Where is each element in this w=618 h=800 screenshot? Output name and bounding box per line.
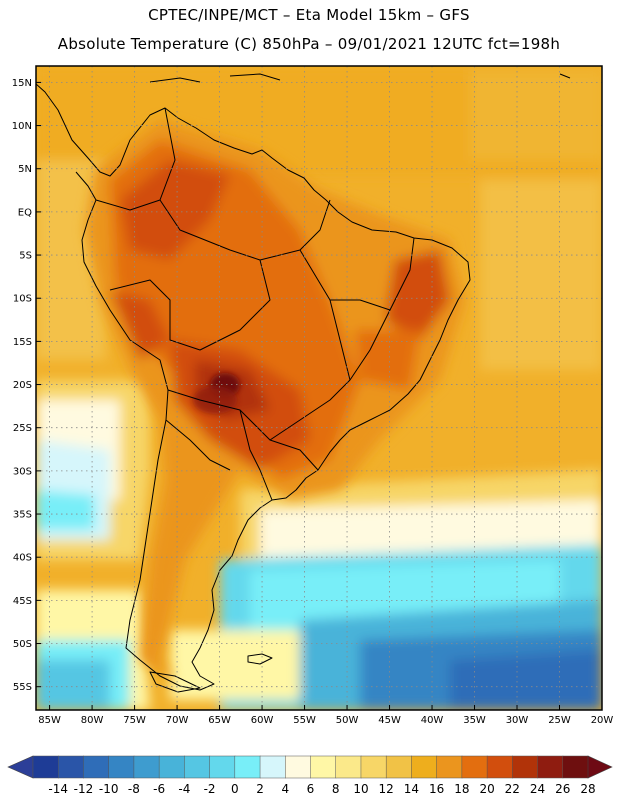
colorbar-swatch	[486, 755, 513, 779]
colorbar-tick-label: 6	[307, 782, 315, 796]
lat-label: EQ	[18, 207, 32, 218]
colorbar-tick-label: 20	[479, 782, 494, 796]
colorbar-swatch	[436, 755, 463, 779]
lon-label: 50W	[336, 715, 359, 726]
lon-label: 65W	[208, 715, 231, 726]
colorbar-tick-label: 8	[332, 782, 340, 796]
lat-label: 5S	[19, 251, 32, 262]
lat-label: 50S	[13, 639, 32, 650]
lat-label: 15N	[12, 78, 32, 89]
colorbar-tick-label: 16	[429, 782, 444, 796]
lat-label: 10N	[12, 121, 32, 132]
map-subtitle: Absolute Temperature (C) 850hPa – 09/01/…	[57, 35, 561, 53]
lon-label: 30W	[506, 715, 529, 726]
colorbar-tick-label: -10	[99, 782, 119, 796]
lat-label: 5N	[18, 164, 32, 175]
lon-label: 70W	[166, 715, 189, 726]
map-frame	[35, 65, 603, 711]
colorbar-swatch	[184, 755, 211, 779]
lat-label: 20S	[13, 380, 32, 391]
lon-label: 85W	[38, 715, 61, 726]
longitude-labels: 85W 80W 75W 70W 65W 60W 55W 50W 45W 40W 35W 30W 25W 2…	[38, 705, 613, 726]
colorbar-tick-label: -14	[48, 782, 68, 796]
colorbar-swatch	[234, 755, 261, 779]
lon-label: 55W	[293, 715, 316, 726]
lon-label: 25W	[548, 715, 571, 726]
colorbar-swatch	[108, 755, 135, 779]
colorbar-tick-label: 24	[530, 782, 545, 796]
lon-label: 60W	[251, 715, 274, 726]
colorbar-tick-label: 4	[281, 782, 289, 796]
colorbar-swatch	[32, 755, 59, 779]
colorbar-swatch	[335, 755, 362, 779]
lon-label: 45W	[378, 715, 401, 726]
colorbar-swatch	[57, 755, 85, 779]
colorbar-tick-label: 22	[505, 782, 520, 796]
colorbar-tick-label: -8	[128, 782, 140, 796]
lon-label: 75W	[123, 715, 146, 726]
colorbar-swatch	[209, 755, 236, 779]
colorbar-swatch	[259, 755, 286, 779]
colorbar-tick-label: 12	[379, 782, 394, 796]
colorbar-tick-label: -2	[204, 782, 216, 796]
colorbar-tick-label: 26	[555, 782, 570, 796]
colorbar-swatch	[310, 755, 337, 779]
colorbar-swatch	[385, 755, 412, 779]
colorbar-swatch	[512, 755, 539, 779]
lon-label: 35W	[463, 715, 486, 726]
colorbar-swatch	[83, 755, 110, 779]
lat-label: 40S	[13, 553, 32, 564]
colorbar-tick-label: 10	[353, 782, 368, 796]
lon-label: 40W	[421, 715, 444, 726]
map-title: CPTEC/INPE/MCT – Eta Model 15km – GFS	[148, 6, 470, 24]
colorbar-tick-label: -12	[74, 782, 94, 796]
colorbar-tick-label: -4	[178, 782, 190, 796]
lat-label: 25S	[13, 423, 32, 434]
colorbar-swatch	[562, 755, 589, 779]
lat-label: 45S	[13, 596, 32, 607]
lat-label: 30S	[13, 466, 32, 477]
colorbar-swatch	[285, 755, 312, 779]
lon-label: 80W	[81, 715, 104, 726]
lat-label: 35S	[13, 510, 32, 521]
continent-outline	[36, 73, 571, 693]
colorbar: -14 -12 -10 -8 -6 -4 -2 0 2 4 6 8 10 12 14 16 18 20 22 24 26…	[7, 755, 613, 796]
lon-label: 20W	[591, 715, 614, 726]
lat-label: 15S	[13, 337, 32, 348]
colorbar-tick-label: 28	[580, 782, 595, 796]
colorbar-under-arrow	[7, 755, 34, 779]
lat-label: 10S	[13, 294, 32, 305]
latitude-labels: 15N 10N 5N EQ 5S 10S 15S 20S 25S 30S 35S 40S 45S 50S 5…	[12, 78, 41, 693]
colorbar-over-arrow	[587, 755, 613, 779]
colorbar-tick-label: 2	[256, 782, 264, 796]
colorbar-tick-label: 18	[454, 782, 469, 796]
colorbar-tick-label: 14	[404, 782, 419, 796]
colorbar-swatch	[133, 755, 160, 779]
colorbar-swatch	[537, 755, 564, 779]
colorbar-swatch	[411, 755, 438, 779]
colorbar-tick-label: 0	[231, 782, 239, 796]
colorbar-swatch	[158, 755, 185, 779]
temperature-field	[36, 66, 602, 710]
lat-label: 55S	[13, 682, 32, 693]
colorbar-tick-label: -6	[153, 782, 165, 796]
colorbar-swatch	[360, 755, 387, 779]
colorbar-swatch	[461, 755, 488, 779]
